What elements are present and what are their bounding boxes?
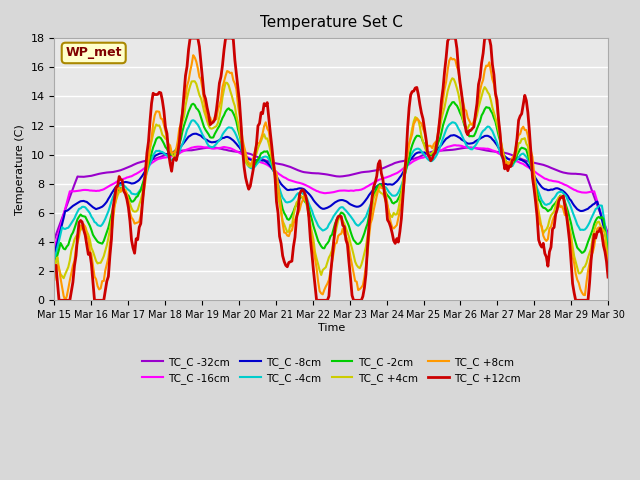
TC_C -32cm bbox=[294, 168, 302, 173]
TC_C +4cm bbox=[449, 75, 456, 81]
TC_C -8cm bbox=[604, 243, 612, 249]
TC_C -8cm bbox=[51, 250, 58, 256]
TC_C -2cm bbox=[292, 202, 300, 207]
TC_C -32cm bbox=[217, 146, 225, 152]
TC_C +4cm bbox=[294, 198, 302, 204]
TC_C -16cm bbox=[452, 143, 460, 148]
Line: TC_C -4cm: TC_C -4cm bbox=[54, 120, 608, 261]
Line: TC_C -16cm: TC_C -16cm bbox=[54, 145, 608, 248]
TC_C -16cm bbox=[51, 245, 58, 251]
TC_C +8cm bbox=[219, 84, 227, 90]
TC_C +8cm bbox=[61, 298, 69, 303]
TC_C -16cm bbox=[575, 189, 582, 194]
Line: TC_C -8cm: TC_C -8cm bbox=[54, 134, 608, 253]
TC_C -4cm bbox=[217, 135, 225, 141]
TC_C -32cm bbox=[236, 149, 243, 155]
TC_C +8cm bbox=[237, 122, 245, 128]
TC_C +8cm bbox=[246, 162, 254, 168]
TC_C -4cm bbox=[575, 224, 582, 230]
Line: TC_C -2cm: TC_C -2cm bbox=[54, 102, 608, 267]
TC_C +12cm bbox=[51, 265, 58, 271]
Text: WP_met: WP_met bbox=[65, 47, 122, 60]
TC_C +8cm bbox=[604, 268, 612, 274]
TC_C +12cm bbox=[186, 35, 194, 41]
TC_C -16cm bbox=[234, 149, 242, 155]
TC_C +12cm bbox=[237, 121, 245, 127]
TC_C -2cm bbox=[243, 159, 251, 165]
TC_C +12cm bbox=[120, 188, 127, 194]
TC_C -8cm bbox=[245, 156, 253, 162]
X-axis label: Time: Time bbox=[317, 323, 345, 333]
TC_C -4cm bbox=[118, 182, 126, 188]
TC_C -16cm bbox=[604, 235, 612, 241]
TC_C +12cm bbox=[219, 62, 227, 68]
TC_C -2cm bbox=[575, 247, 582, 252]
TC_C -4cm bbox=[294, 190, 302, 196]
Line: TC_C +8cm: TC_C +8cm bbox=[54, 55, 608, 300]
TC_C +4cm bbox=[577, 270, 584, 276]
TC_C +12cm bbox=[55, 298, 63, 303]
Legend: TC_C -32cm, TC_C -16cm, TC_C -8cm, TC_C -4cm, TC_C -2cm, TC_C +4cm, TC_C +8cm, T: TC_C -32cm, TC_C -16cm, TC_C -8cm, TC_C … bbox=[138, 353, 525, 388]
TC_C -8cm bbox=[118, 180, 126, 186]
Line: TC_C +4cm: TC_C +4cm bbox=[54, 78, 608, 278]
TC_C +12cm bbox=[296, 191, 303, 197]
TC_C -16cm bbox=[118, 176, 126, 182]
TC_C -16cm bbox=[216, 145, 223, 151]
TC_C -8cm bbox=[575, 207, 582, 213]
TC_C +4cm bbox=[60, 276, 67, 281]
TC_C +4cm bbox=[217, 106, 225, 111]
TC_C -8cm bbox=[217, 136, 225, 142]
TC_C -4cm bbox=[189, 117, 197, 123]
Y-axis label: Temperature (C): Temperature (C) bbox=[15, 124, 25, 215]
TC_C -32cm bbox=[51, 236, 58, 242]
Title: Temperature Set C: Temperature Set C bbox=[260, 15, 403, 30]
TC_C +12cm bbox=[604, 274, 612, 280]
TC_C +4cm bbox=[51, 264, 58, 269]
TC_C +8cm bbox=[120, 187, 127, 193]
TC_C -32cm bbox=[206, 144, 214, 150]
TC_C -2cm bbox=[604, 250, 612, 255]
TC_C -16cm bbox=[243, 154, 251, 160]
TC_C -4cm bbox=[245, 164, 253, 169]
TC_C -4cm bbox=[236, 141, 243, 146]
TC_C +4cm bbox=[120, 188, 127, 193]
Line: TC_C -32cm: TC_C -32cm bbox=[54, 147, 608, 239]
TC_C +8cm bbox=[296, 207, 303, 213]
TC_C -32cm bbox=[245, 151, 253, 156]
TC_C +12cm bbox=[577, 298, 584, 303]
TC_C +12cm bbox=[246, 183, 254, 189]
TC_C -2cm bbox=[450, 99, 458, 105]
TC_C -32cm bbox=[118, 167, 126, 172]
TC_C +4cm bbox=[245, 163, 253, 169]
TC_C -2cm bbox=[216, 123, 223, 129]
TC_C -2cm bbox=[51, 264, 58, 270]
TC_C -2cm bbox=[118, 186, 126, 192]
TC_C +8cm bbox=[51, 277, 58, 283]
Line: TC_C +12cm: TC_C +12cm bbox=[54, 38, 608, 300]
TC_C -32cm bbox=[604, 230, 612, 236]
TC_C +4cm bbox=[604, 258, 612, 264]
TC_C -8cm bbox=[294, 186, 302, 192]
TC_C +4cm bbox=[236, 129, 243, 135]
TC_C -8cm bbox=[236, 144, 243, 150]
TC_C +8cm bbox=[189, 52, 197, 58]
TC_C +8cm bbox=[577, 286, 584, 292]
TC_C -4cm bbox=[51, 258, 58, 264]
TC_C -32cm bbox=[575, 171, 582, 177]
TC_C -16cm bbox=[292, 180, 300, 185]
TC_C -4cm bbox=[604, 241, 612, 247]
TC_C -2cm bbox=[234, 126, 242, 132]
TC_C -8cm bbox=[193, 131, 200, 137]
